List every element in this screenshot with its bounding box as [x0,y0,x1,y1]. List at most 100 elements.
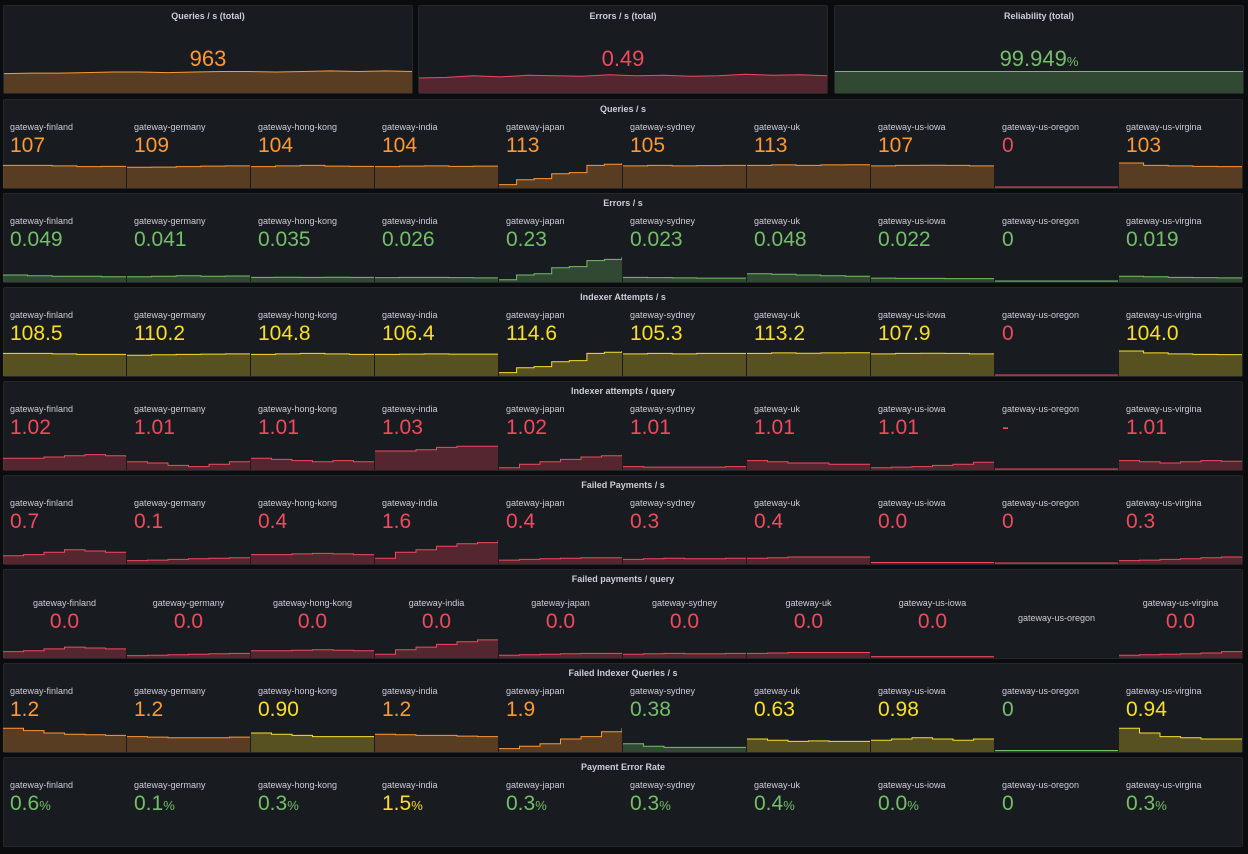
stat-cell-gateway-hong-kong[interactable]: gateway-hong-kong 0.035 [251,216,374,282]
stat-cell-gateway-japan[interactable]: gateway-japan 0.23 [499,216,622,282]
stat-cell-gateway-hong-kong[interactable]: gateway-hong-kong 104.8 [251,310,374,376]
stat-cell-gateway-uk[interactable]: gateway-uk 0.0 [747,592,870,658]
stat-cell-gateway-germany[interactable]: gateway-germany 0.0 [127,592,250,658]
stat-cell-gateway-india[interactable]: gateway-india 1.2 [375,686,498,752]
stat-cell-gateway-sydney[interactable]: gateway-sydney 105 [623,122,746,188]
stat-cell-gateway-us-oregon[interactable]: gateway-us-oregon 0 [995,122,1118,188]
stat-cell-gateway-us-iowa[interactable]: gateway-us-iowa 1.01 [871,404,994,470]
stat-cell-gateway-sydney[interactable]: gateway-sydney 0.3 [623,498,746,564]
stat-cell-gateway-japan[interactable]: gateway-japan 1.02 [499,404,622,470]
stat-cell-gateway-germany[interactable]: gateway-germany 0.041 [127,216,250,282]
stat-cell-gateway-us-iowa[interactable]: gateway-us-iowa 0.0 [871,592,994,658]
stat-cell-gateway-us-iowa[interactable]: gateway-us-iowa 107 [871,122,994,188]
stat-value: 110.2 [134,322,185,345]
stat-cell-gateway-finland[interactable]: gateway-finland 0.049 [3,216,126,282]
stat-cell-gateway-hong-kong[interactable]: gateway-hong-kong 0.90 [251,686,374,752]
stat-cell-gateway-us-virgina[interactable]: gateway-us-virgina 104.0 [1119,310,1242,376]
stat-cell-gateway-uk[interactable]: gateway-uk 113 [747,122,870,188]
stat-cell-gateway-us-iowa[interactable]: gateway-us-iowa 0.0 [871,498,994,564]
stat-cell-gateway-india[interactable]: gateway-india 0.026 [375,216,498,282]
sparkline-area [1119,351,1242,376]
sparkline-line [375,445,498,452]
stat-cell-gateway-sydney[interactable]: gateway-sydney 1.01 [623,404,746,470]
stat-cell-gateway-us-oregon[interactable]: gateway-us-oregon 0 [995,310,1118,376]
stat-cell-gateway-germany[interactable]: gateway-germany 0.1 [127,498,250,564]
stat-cell-gateway-hong-kong[interactable]: gateway-hong-kong 0.4 [251,498,374,564]
stat-cell-gateway-uk[interactable]: gateway-uk 1.01 [747,404,870,470]
stat-cell-gateway-india[interactable]: gateway-india 104 [375,122,498,188]
sparkline [251,649,374,658]
stat-cell-gateway-india[interactable]: gateway-india 106.4 [375,310,498,376]
stat-cell-gateway-japan[interactable]: gateway-japan 1.9 [499,686,622,752]
stat-cell-gateway-finland[interactable]: gateway-finland 1.02 [3,404,126,470]
stat-cell-gateway-us-iowa[interactable]: gateway-us-iowa 107.9 [871,310,994,376]
stat-cell-gateway-germany[interactable]: gateway-germany 0.1% [127,780,250,846]
stat-cell-gateway-germany[interactable]: gateway-germany 1.01 [127,404,250,470]
stat-cell-gateway-us-oregon[interactable]: gateway-us-oregon 0 [995,780,1118,846]
stat-cell-gateway-hong-kong[interactable]: gateway-hong-kong 0.3% [251,780,374,846]
stat-panel-total-0[interactable]: Queries / s (total) 963 [3,5,413,94]
stat-cell-gateway-hong-kong[interactable]: gateway-hong-kong 0.0 [251,592,374,658]
stat-cell-gateway-india[interactable]: gateway-india 1.5% [375,780,498,846]
stat-cell-gateway-uk[interactable]: gateway-uk 0.4% [747,780,870,846]
stat-cell-gateway-hong-kong[interactable]: gateway-hong-kong 104 [251,122,374,188]
stat-cell-gateway-finland[interactable]: gateway-finland 0.0 [3,592,126,658]
stat-cell-gateway-germany[interactable]: gateway-germany 110.2 [127,310,250,376]
stat-cell-gateway-sydney[interactable]: gateway-sydney 0.0 [623,592,746,658]
sparkline-line [623,743,746,748]
stat-cell-gateway-us-oregon[interactable]: gateway-us-oregon [995,592,1118,658]
stat-cell-gateway-us-oregon[interactable]: gateway-us-oregon 0 [995,686,1118,752]
stat-cell-gateway-germany[interactable]: gateway-germany 109 [127,122,250,188]
stat-cell-gateway-uk[interactable]: gateway-uk 0.4 [747,498,870,564]
sparkline-line [747,164,870,166]
stat-cell-gateway-japan[interactable]: gateway-japan 0.3% [499,780,622,846]
stat-cell-gateway-us-oregon[interactable]: gateway-us-oregon - [995,404,1118,470]
stat-cell-gateway-hong-kong[interactable]: gateway-hong-kong 1.01 [251,404,374,470]
stat-value: 0.4% [754,792,795,815]
stat-cell-gateway-us-virgina[interactable]: gateway-us-virgina 1.01 [1119,404,1242,470]
stat-cell-gateway-us-virgina[interactable]: gateway-us-virgina 0.019 [1119,216,1242,282]
stat-cell-gateway-us-oregon[interactable]: gateway-us-oregon 0 [995,498,1118,564]
stat-cell-gateway-japan[interactable]: gateway-japan 114.6 [499,310,622,376]
stat-cell-gateway-finland[interactable]: gateway-finland 108.5 [3,310,126,376]
stat-cell-gateway-sydney[interactable]: gateway-sydney 105.3 [623,310,746,376]
stat-cell-gateway-sydney[interactable]: gateway-sydney 0.38 [623,686,746,752]
stat-value: 1.01 [1126,416,1167,439]
stat-cell-gateway-uk[interactable]: gateway-uk 113.2 [747,310,870,376]
stat-cell-gateway-germany[interactable]: gateway-germany 1.2 [127,686,250,752]
stat-cell-gateway-us-virgina[interactable]: gateway-us-virgina 0.3% [1119,780,1242,846]
stat-cell-gateway-us-iowa[interactable]: gateway-us-iowa 0.98 [871,686,994,752]
stat-cell-gateway-india[interactable]: gateway-india 0.0 [375,592,498,658]
stat-cell-gateway-uk[interactable]: gateway-uk 0.63 [747,686,870,752]
stat-cell-gateway-japan[interactable]: gateway-japan 113 [499,122,622,188]
stat-cell-gateway-japan[interactable]: gateway-japan 0.4 [499,498,622,564]
stat-cell-gateway-us-virgina[interactable]: gateway-us-virgina 103 [1119,122,1242,188]
stat-cell-gateway-india[interactable]: gateway-india 1.03 [375,404,498,470]
sparkline [871,461,994,470]
stat-cell-gateway-finland[interactable]: gateway-finland 1.2 [3,686,126,752]
stat-panel-total-1[interactable]: Errors / s (total) 0.49 [418,5,828,94]
stat-panel-total-2[interactable]: Reliability (total) 99.949% [834,5,1244,94]
stat-cell-gateway-us-virgina[interactable]: gateway-us-virgina 0.0 [1119,592,1242,658]
gateway-label: gateway-india [382,216,438,226]
sparkline [499,257,622,282]
stat-cell-gateway-india[interactable]: gateway-india 1.6 [375,498,498,564]
sparkline-line [4,70,412,75]
stat-cell-gateway-japan[interactable]: gateway-japan 0.0 [499,592,622,658]
sparkline [251,732,374,752]
stat-cell-gateway-us-virgina[interactable]: gateway-us-virgina 0.3 [1119,498,1242,564]
stat-cell-gateway-sydney[interactable]: gateway-sydney 0.023 [623,216,746,282]
sparkline-line [871,164,994,167]
stat-cell-gateway-finland[interactable]: gateway-finland 0.7 [3,498,126,564]
stat-value: 0.026 [382,228,435,251]
stat-cell-gateway-us-iowa[interactable]: gateway-us-iowa 0.022 [871,216,994,282]
stat-cell-gateway-us-oregon[interactable]: gateway-us-oregon 0 [995,216,1118,282]
stat-cell-gateway-finland[interactable]: gateway-finland 0.6% [3,780,126,846]
stat-cell-gateway-us-iowa[interactable]: gateway-us-iowa 0.0% [871,780,994,846]
stat-cell-gateway-us-virgina[interactable]: gateway-us-virgina 0.94 [1119,686,1242,752]
stat-cell-gateway-finland[interactable]: gateway-finland 107 [3,122,126,188]
stat-cell-gateway-uk[interactable]: gateway-uk 0.048 [747,216,870,282]
stat-number: 0.0 [669,610,700,633]
stat-cell-gateway-sydney[interactable]: gateway-sydney 0.3% [623,780,746,846]
stat-number: 114.6 [506,322,557,345]
